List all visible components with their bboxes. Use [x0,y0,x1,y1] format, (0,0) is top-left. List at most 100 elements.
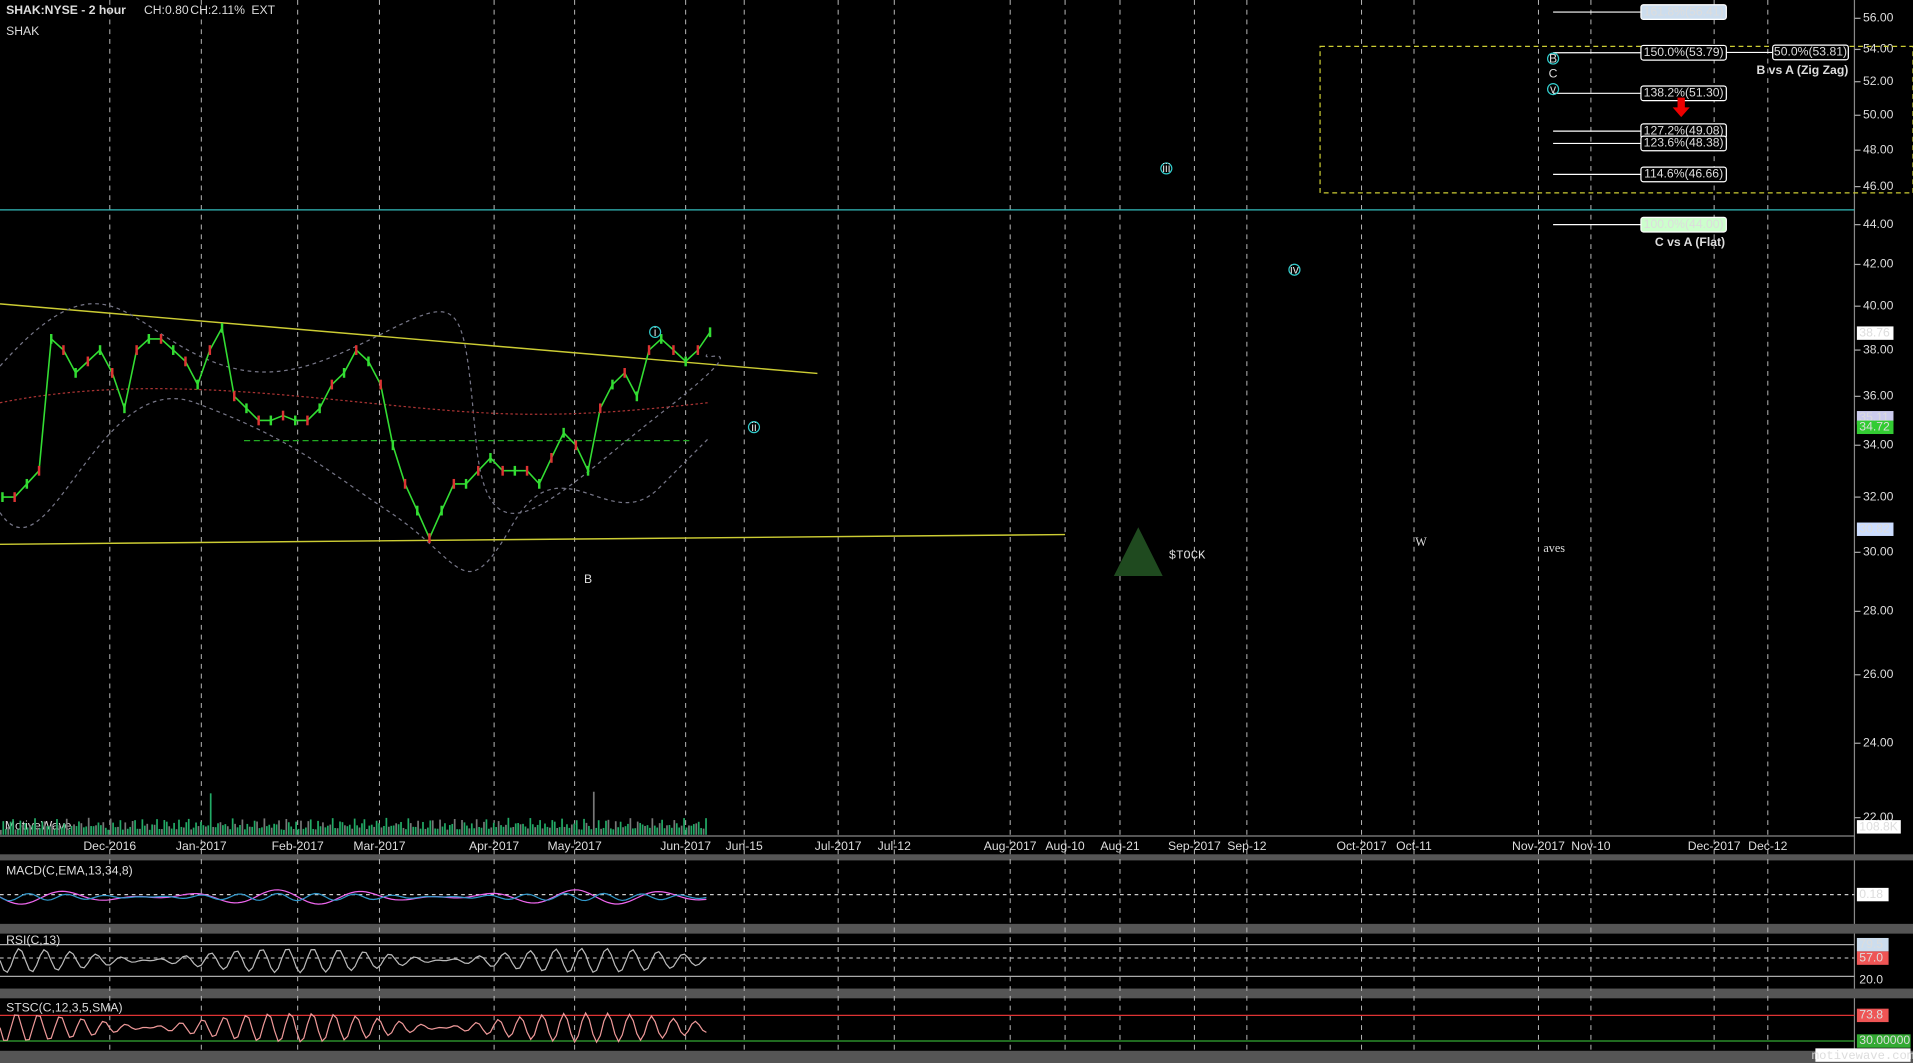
volume-bar [697,821,700,835]
candle [86,356,90,367]
volume-bar [578,829,581,835]
volume-bar [612,829,615,835]
fib-label: 114.6%(46.66) [1644,167,1723,181]
price-badge [1856,522,1894,536]
candle [367,356,370,367]
price-tick-label: 40.00 [1863,298,1894,312]
volume-bar [114,827,117,835]
candle [159,334,163,344]
volume-bar [314,829,317,835]
volume-bar [451,823,454,835]
volume-bar [85,826,88,835]
volume-bar [602,827,605,835]
pane-separator [0,854,1913,861]
pane-separator [0,988,1913,999]
candle [50,334,53,344]
volume-bar [685,827,688,835]
price-tick-label: 36.00 [1863,389,1894,403]
wave-label: B [1549,51,1557,65]
candle [477,465,480,476]
indicator-label: STSC(C,12,3,5,SMA) [6,1000,122,1014]
footer-box [1815,1048,1911,1062]
price-tick-label: 30.00 [1863,545,1894,559]
volume-bar [322,822,324,835]
volume-bar [97,822,100,835]
price-tick-label: 24.00 [1863,735,1894,749]
volume-bar [580,829,583,835]
volume-bar [200,821,202,835]
date-label: Mar-2017 [353,839,405,853]
volume-bar [527,828,529,835]
volume-bar [65,818,68,835]
date-label: Jul-2017 [815,839,862,853]
volume-bar [278,820,280,835]
candle [13,492,16,502]
volume-bar [622,827,624,835]
candle [403,478,407,489]
candle [672,345,675,355]
date-label: Apr-2017 [469,839,519,853]
volume-badge [1856,820,1901,834]
volume-bar [436,828,439,835]
volume-bar [531,824,534,835]
fib-label: 138.2%(51.30) [1644,86,1724,100]
volume-bar [427,827,429,835]
date-label: Dec-2016 [83,839,136,853]
volume-bar [48,826,51,835]
volume-bar [390,825,393,835]
date-label: Aug-2017 [984,839,1037,853]
volume-bar [229,829,232,835]
volume-bar [485,819,488,835]
volume-bar [414,826,417,835]
volume-bar [617,827,620,835]
volume-bar [312,828,315,835]
volume-bar [165,821,168,835]
candle [147,334,151,344]
stsc-line [0,1011,707,1044]
candle [294,415,297,426]
fib-box [1640,216,1727,233]
volume-bar [700,828,703,835]
volume-bar [178,819,180,835]
date-label: Nov-2017 [1512,839,1565,853]
volume-bar [431,820,434,835]
wave-label: iii [1162,161,1170,175]
volume-bar [7,827,10,835]
volume-bar [502,826,505,835]
fib-box [1640,135,1727,152]
volume-bar [4,828,7,835]
volume-bar [348,824,351,835]
wave-circle [1160,162,1173,175]
volume-bar [41,821,44,835]
price-tick-label: 50.00 [1863,107,1894,121]
watermark-triangle [1113,527,1163,577]
wave-label: iv [1290,263,1300,277]
volume-bar [656,827,659,835]
footer: motivewave.com [1812,1049,1913,1063]
price-badge [1856,420,1894,435]
volume-bar [180,826,183,835]
volume-bar [529,818,532,835]
volume-bar [663,828,666,835]
volume-bar [295,821,297,835]
volume-bar [339,821,341,835]
volume-bar [536,824,539,835]
candle [306,415,309,426]
volume-bar [151,824,153,835]
date-label: Jan-2017 [176,839,227,853]
volume-bar [453,818,456,835]
date-label: Dec-12 [1748,839,1788,853]
volume-bar [353,818,356,835]
price-tick-label: 56.00 [1863,11,1894,25]
volume-bar [336,828,339,835]
volume-bar [446,829,449,835]
volume-bar [497,821,500,835]
candle [379,379,382,390]
date-label: Aug-10 [1045,839,1085,853]
volume-bar [253,820,256,835]
watermark-tail: aves [1543,541,1565,555]
volume-bar [290,826,293,835]
volume-bar [539,820,541,835]
candle [464,478,468,489]
volume-bar [473,828,476,835]
